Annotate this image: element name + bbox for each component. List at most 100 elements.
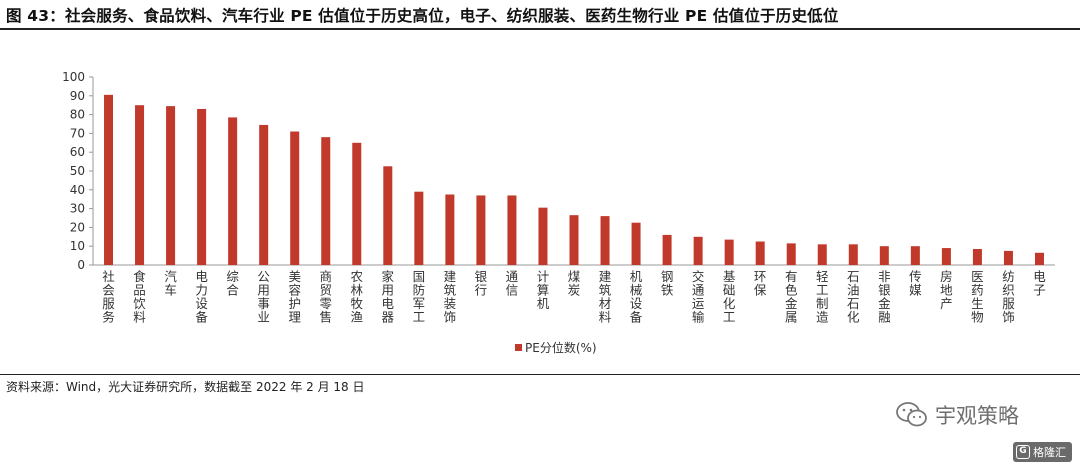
x-tick-label-char: 综	[226, 269, 239, 284]
x-tick-label-char: 材	[599, 296, 612, 311]
x-tick-label-char: 煤	[568, 269, 581, 284]
y-tick-label: 100	[62, 70, 85, 84]
x-tick-label-char: 石	[847, 296, 860, 311]
bar	[352, 142, 362, 265]
x-tick-label-char: 器	[382, 310, 395, 325]
x-tick-label-char: 产	[940, 296, 953, 311]
x-tick-label-char: 工	[413, 310, 426, 325]
bar	[910, 246, 920, 265]
x-tick-label-char: 机	[537, 296, 550, 311]
x-tick-label-char: 铁	[661, 283, 674, 298]
wechat-icon	[896, 402, 927, 427]
bar	[538, 207, 548, 265]
x-tick-label-char: 家	[382, 269, 395, 284]
bar	[786, 243, 796, 265]
x-tick-label-char: 化	[723, 296, 736, 311]
badge-text: 格隆汇	[1033, 446, 1066, 459]
x-tick-label-char: 钢	[661, 269, 674, 284]
x-tick-label-char: 服	[1002, 296, 1015, 311]
bar	[600, 216, 610, 265]
bar	[631, 222, 641, 265]
x-tick-label-char: 药	[971, 283, 984, 298]
x-tick-label-char: 有	[785, 269, 798, 284]
bar	[1034, 252, 1044, 265]
bar	[662, 234, 672, 265]
bar	[941, 248, 951, 265]
bar	[383, 166, 393, 265]
x-tick-label-char: 金	[785, 296, 798, 311]
x-tick-label-char: 子	[1033, 283, 1046, 298]
x-tick-label-char: 服	[102, 296, 115, 311]
x-tick-label-char: 械	[630, 283, 643, 298]
x-tick-label-char: 会	[102, 283, 115, 298]
x-tick-label-char: 行	[475, 283, 488, 298]
x-tick-label-char: 筑	[599, 283, 612, 298]
x-tick-label-char: 算	[537, 283, 550, 298]
top-rule	[0, 28, 1080, 30]
bar	[135, 105, 145, 265]
x-tick-label-char: 电	[382, 296, 395, 311]
x-tick-label-char: 信	[506, 283, 519, 298]
bar	[476, 195, 486, 265]
x-tick-label-char: 渔	[351, 310, 364, 325]
x-tick-label-char: 保	[754, 283, 767, 298]
y-tick-label: 40	[70, 183, 85, 197]
x-tick-label-char: 汽	[164, 269, 177, 284]
x-tick-label-char: 设	[630, 296, 643, 311]
x-tick-label-char: 融	[878, 310, 891, 325]
bar	[259, 124, 269, 265]
legend-label: PE分位数(%)	[525, 340, 597, 355]
x-tick-label-char: 轻	[816, 269, 829, 284]
x-tick-label-char: 售	[319, 310, 332, 325]
x-tick-label-char: 食	[133, 269, 146, 284]
x-tick-label-char: 通	[506, 269, 519, 284]
x-tick-label-char: 纺	[1002, 269, 1015, 284]
bar	[321, 137, 331, 265]
x-tick-label-char: 公	[257, 269, 270, 284]
x-tick-label-char: 社	[102, 269, 115, 284]
x-tick-label-char: 装	[444, 296, 457, 311]
x-tick-label-char: 农	[351, 269, 364, 284]
x-tick-label-char: 料	[599, 310, 612, 325]
bar	[1003, 250, 1013, 265]
x-tick-label-char: 用	[257, 283, 270, 298]
bar	[197, 108, 207, 266]
bottom-rule	[0, 374, 1080, 375]
x-tick-label-char: 零	[319, 296, 332, 311]
bar	[507, 195, 517, 265]
bar	[104, 94, 114, 265]
x-tick-label-char: 美	[288, 269, 301, 284]
x-tick-label-char: 护	[288, 296, 301, 311]
y-tick-label: 0	[77, 258, 85, 272]
x-tick-label-char: 织	[1002, 283, 1015, 298]
x-tick-label-char: 运	[692, 296, 705, 311]
x-tick-label-char: 牧	[351, 296, 364, 311]
x-tick-label-char: 油	[847, 283, 860, 298]
bar	[693, 236, 703, 265]
bar	[445, 194, 455, 265]
x-tick-label-char: 力	[195, 283, 208, 298]
bar-chart: 0102030405060708090100社会服务食品饮料汽车电力设备综合公用…	[62, 70, 1055, 355]
bar	[414, 191, 424, 265]
bar	[879, 246, 889, 265]
x-tick-label-char: 军	[413, 296, 426, 311]
x-tick-label-char: 饰	[1002, 310, 1015, 325]
y-tick-label: 50	[70, 164, 85, 178]
y-tick-label: 20	[70, 220, 85, 234]
x-tick-label-char: 化	[847, 310, 860, 325]
x-tick-label-char: 传	[909, 269, 922, 284]
x-tick-label-char: 商	[319, 269, 332, 284]
x-tick-label-char: 医	[971, 269, 984, 284]
y-tick-label: 60	[70, 145, 85, 159]
x-tick-label-char: 房	[940, 269, 953, 284]
bar	[755, 241, 765, 265]
x-tick-label-char: 车	[164, 283, 177, 298]
x-tick-label-char: 设	[195, 296, 208, 311]
x-tick-label-char: 电	[1033, 269, 1046, 284]
x-tick-label-char: 地	[940, 283, 953, 298]
legend-swatch	[515, 344, 522, 351]
x-tick-label-char: 品	[133, 283, 146, 298]
x-tick-label-char: 银	[475, 269, 488, 284]
bar	[569, 215, 579, 265]
x-tick-label-char: 金	[878, 296, 891, 311]
